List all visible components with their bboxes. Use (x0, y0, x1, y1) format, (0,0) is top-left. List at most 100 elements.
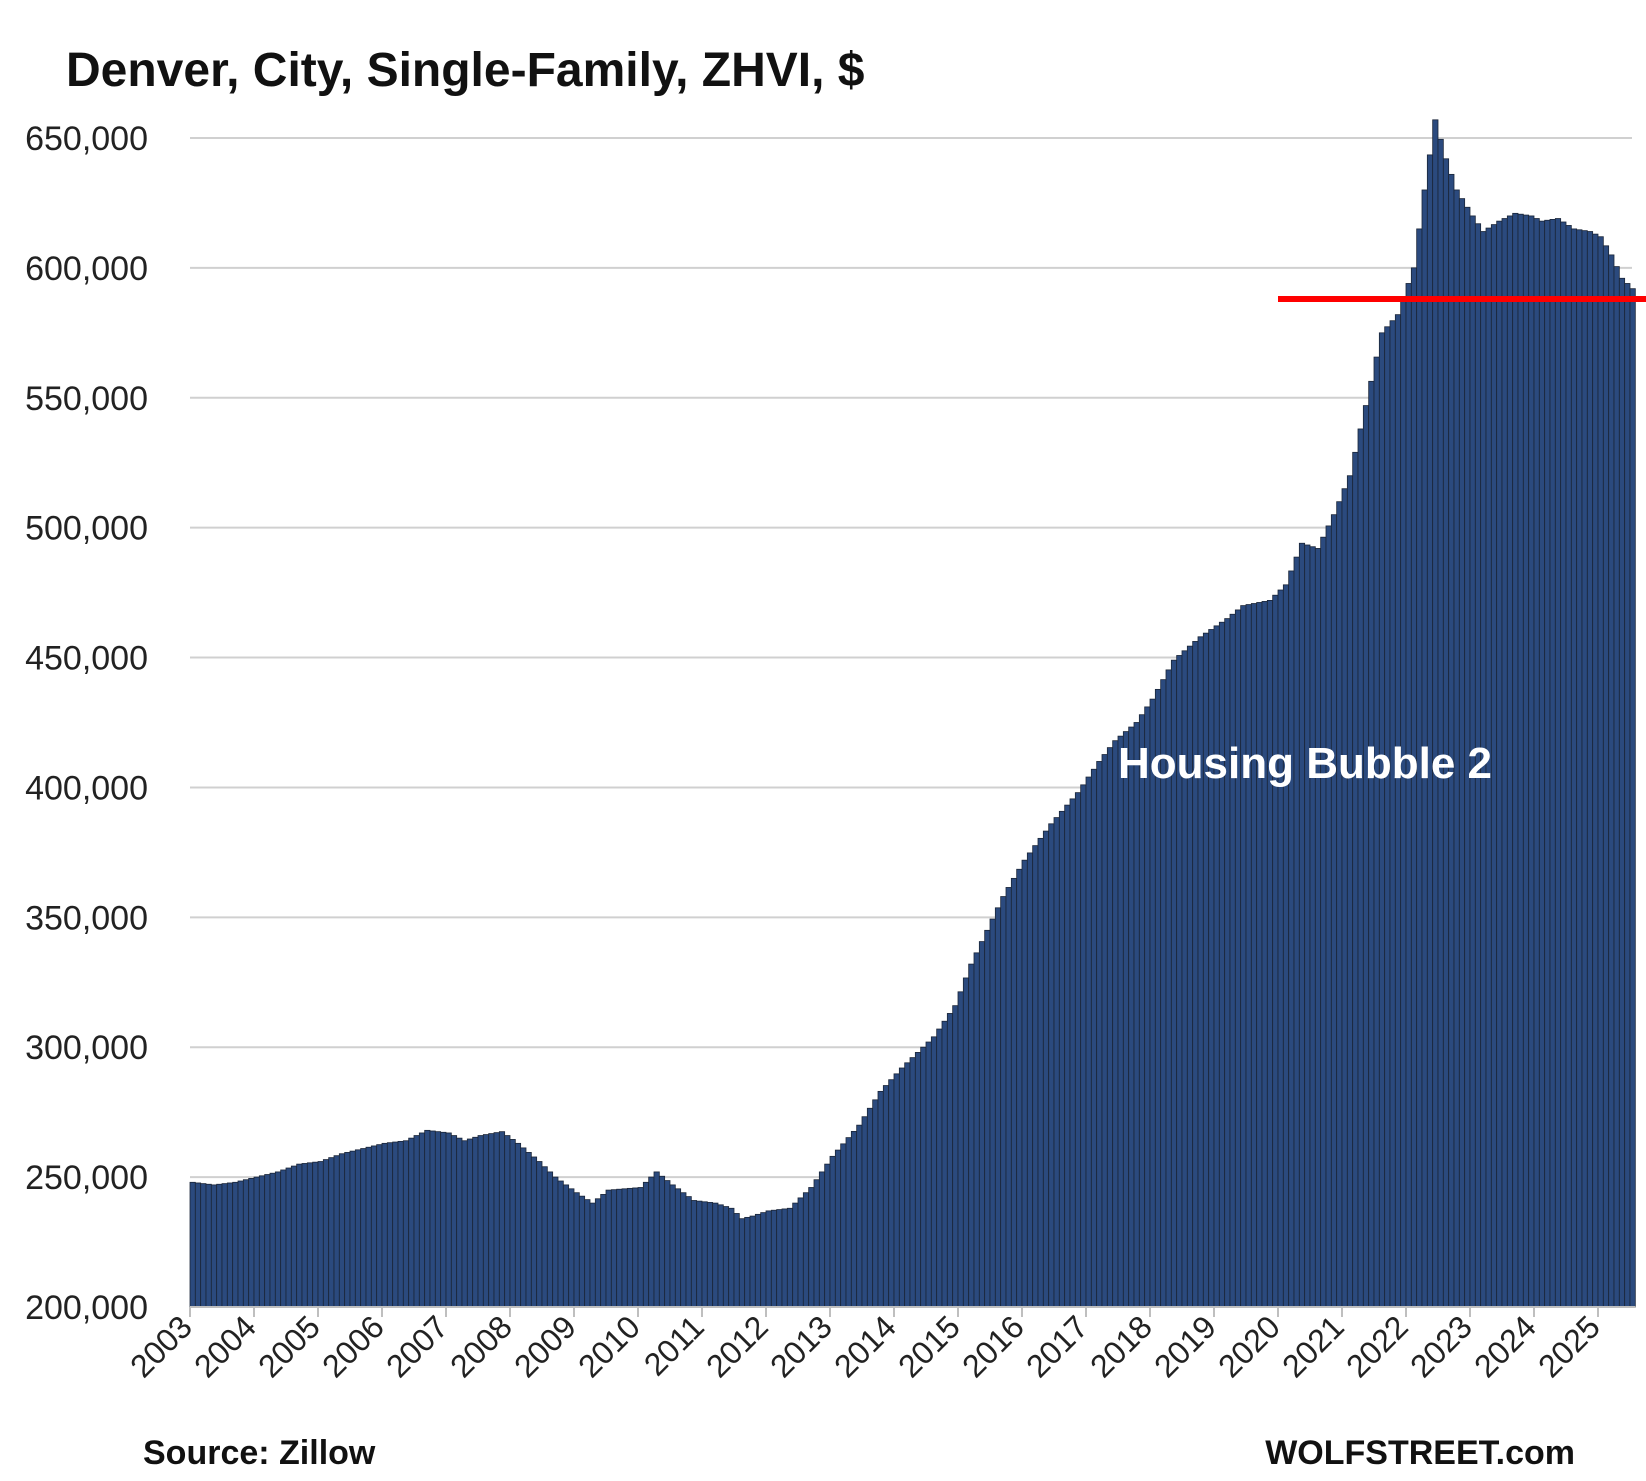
bar-2017-09 (1128, 726, 1135, 1308)
bar-2016-11 (1074, 792, 1082, 1308)
bar-2003-03 (200, 1183, 207, 1308)
bar-2018-11 (1202, 632, 1210, 1308)
bar-2021-10 (1389, 320, 1396, 1308)
bar-2008-12 (568, 1188, 575, 1308)
bar-2014-01 (893, 1073, 900, 1308)
bar-2011-01 (701, 1201, 708, 1308)
bar-2017-05 (1106, 747, 1114, 1308)
bar-2024-08 (1570, 228, 1578, 1308)
bar-2009-03 (584, 1199, 591, 1308)
bar-2019-06 (1240, 605, 1247, 1308)
bar-2019-11 (1266, 600, 1274, 1308)
bar-2019-03 (1224, 618, 1231, 1308)
bar-2007-04 (461, 1140, 468, 1308)
bar-2024-06 (1560, 221, 1567, 1308)
bar-2016-07 (1053, 817, 1060, 1308)
bar-2023-12 (1528, 215, 1535, 1308)
bar-2013-01 (829, 1155, 836, 1308)
bar-2004-03 (264, 1174, 271, 1308)
bar-2006-02 (386, 1142, 394, 1308)
bar-2010-11 (690, 1200, 698, 1308)
bar-2013-12 (888, 1079, 895, 1308)
bar-2008-09 (552, 1176, 559, 1308)
chart-title: Denver, City, Single-Family, ZHVI, $ (66, 44, 865, 97)
bar-2010-02 (642, 1181, 650, 1308)
bar-2022-01 (1405, 283, 1412, 1308)
bar-2021-12 (1400, 298, 1407, 1308)
x-tick-label: 2016 (955, 1308, 1031, 1384)
bar-2012-06 (792, 1202, 799, 1308)
bar-2010-10 (685, 1196, 692, 1308)
bar-2005-04 (333, 1155, 340, 1308)
bar-2006-10 (429, 1130, 436, 1308)
bar-2005-10 (365, 1146, 372, 1308)
x-tick-label: 2011 (637, 1308, 711, 1382)
bar-2015-08 (994, 907, 1002, 1308)
bar-2004-10 (301, 1163, 308, 1308)
bar-2016-04 (1037, 837, 1044, 1308)
bar-2006-07 (413, 1135, 420, 1308)
bar-2012-12 (824, 1163, 831, 1308)
bar-2003-05 (210, 1184, 218, 1308)
bar-2013-08 (866, 1107, 874, 1308)
bar-2007-09 (488, 1133, 495, 1308)
bar-2016-01 (1021, 859, 1028, 1308)
bar-2007-10 (493, 1132, 500, 1308)
bar-2010-03 (648, 1176, 655, 1308)
bar-2020-08 (1314, 548, 1322, 1308)
bar-2017-04 (1101, 754, 1108, 1308)
bar-2005-02 (322, 1159, 330, 1308)
bar-2003-09 (232, 1181, 239, 1308)
bar-2015-04 (973, 952, 980, 1308)
bar-2008-06 (536, 1161, 543, 1308)
bar-2006-08 (418, 1132, 426, 1308)
bar-2008-01 (509, 1139, 516, 1308)
bar-2023-10 (1517, 213, 1524, 1308)
bar-2021-11 (1394, 314, 1402, 1308)
bar-2003-10 (237, 1180, 244, 1308)
bar-2007-11 (498, 1131, 506, 1308)
bar-2019-08 (1250, 603, 1258, 1308)
bar-2020-12 (1336, 501, 1343, 1308)
x-tick-label: 2012 (699, 1308, 775, 1384)
x-tick-label: 2025 (1531, 1308, 1607, 1384)
bar-2015-02 (962, 977, 970, 1308)
bar-2024-11 (1586, 231, 1594, 1308)
bar-2013-06 (856, 1124, 863, 1308)
bar-2004-11 (306, 1162, 314, 1308)
bar-2011-08 (738, 1218, 746, 1308)
bar-2023-11 (1522, 214, 1530, 1308)
bar-2003-12 (248, 1178, 255, 1308)
bar-2020-06 (1304, 544, 1311, 1308)
bar-2009-01 (573, 1192, 580, 1308)
bar-2024-09 (1576, 229, 1583, 1308)
x-tick-label: 2005 (251, 1308, 327, 1384)
bar-2013-11 (882, 1085, 890, 1308)
bar-2016-02 (1026, 852, 1034, 1308)
bar-2021-03 (1352, 451, 1359, 1308)
x-tick-label: 2004 (187, 1308, 263, 1384)
bar-2017-08 (1122, 731, 1130, 1308)
bar-2016-08 (1058, 810, 1066, 1308)
bar-2005-11 (370, 1145, 378, 1308)
bar-2005-08 (354, 1149, 362, 1308)
bar-2011-11 (754, 1213, 762, 1308)
y-axis-ticks: 200,000 250,000 300,000 350,000 400,000 450,0… (25, 120, 148, 1327)
bar-2013-04 (845, 1137, 852, 1308)
bar-2022-08 (1442, 158, 1450, 1308)
bar-2011-02 (706, 1202, 714, 1308)
bar-2012-04 (781, 1208, 788, 1308)
bar-2012-07 (797, 1197, 804, 1308)
bar-2012-03 (776, 1209, 783, 1308)
bar-2009-07 (605, 1189, 612, 1308)
y-tick-label: 200,000 (25, 1289, 148, 1327)
bar-2015-12 (1016, 868, 1023, 1308)
bars (189, 119, 1636, 1308)
bar-2017-11 (1138, 714, 1146, 1308)
bar-2012-01 (765, 1210, 772, 1308)
bar-2008-07 (541, 1166, 548, 1308)
bar-2020-10 (1325, 525, 1332, 1308)
bar-2018-10 (1197, 636, 1204, 1308)
y-tick-label: 300,000 (25, 1029, 148, 1067)
